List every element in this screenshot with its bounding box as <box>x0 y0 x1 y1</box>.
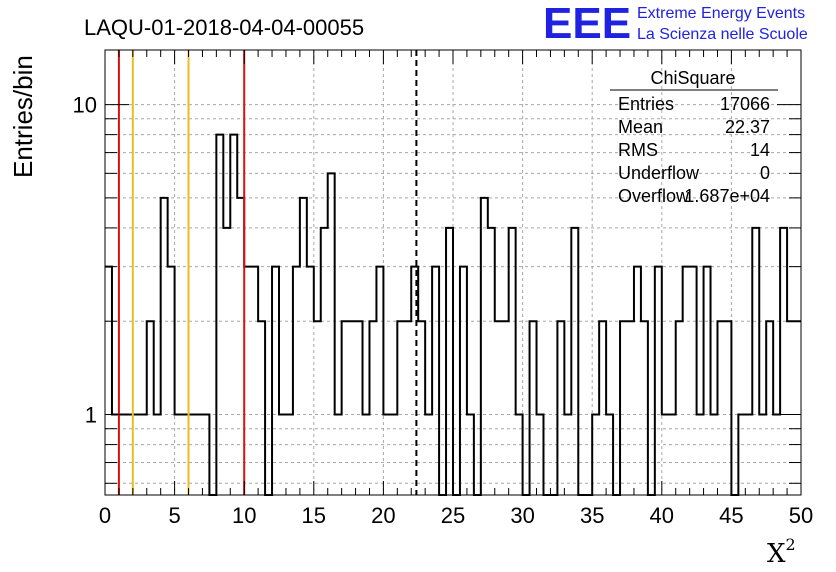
logo-line-2: La Scienza nelle Scuole <box>637 26 808 43</box>
x-axis-label-sup: 2 <box>786 535 796 554</box>
chart-title: LAQU-01-2018-04-04-00055 <box>84 15 364 40</box>
x-tick-label: 45 <box>719 503 743 528</box>
stats-mean-label: Mean <box>618 117 663 137</box>
y-tick-label: 10 <box>73 93 97 118</box>
x-tick-label: 10 <box>232 503 256 528</box>
axis-tick-labels: 0 5 10 15 20 25 30 35 40 45 50 1 10 <box>73 93 814 528</box>
x-tick-label: 20 <box>371 503 395 528</box>
x-tick-label: 35 <box>580 503 604 528</box>
stats-mean-value: 22.37 <box>725 117 770 137</box>
stats-overflow-label: Overflow <box>618 186 690 206</box>
x-tick-label: 0 <box>99 503 111 528</box>
x-tick-label: 5 <box>168 503 180 528</box>
y-axis-label: Entries/bin <box>8 55 38 178</box>
x-axis-label-base: X <box>767 539 786 569</box>
stats-rms-label: RMS <box>618 140 658 160</box>
x-tick-label: 30 <box>510 503 534 528</box>
stats-overflow-value: 1.687e+04 <box>684 186 770 206</box>
stats-box: ChiSquare Entries 17066 Mean 22.37 RMS 1… <box>610 68 778 206</box>
logo-line-1: Extreme Energy Events <box>637 5 805 22</box>
stats-underflow-value: 0 <box>760 163 770 183</box>
eee-logo: EEE Extreme Energy Events La Scienza nel… <box>543 0 808 48</box>
stats-entries-label: Entries <box>618 94 674 114</box>
marker-lines <box>117 50 418 495</box>
axis-ticks <box>104 50 802 495</box>
x-axis-label: X2 <box>767 535 796 569</box>
x-tick-label: 25 <box>441 503 465 528</box>
stats-entries-value: 17066 <box>720 94 770 114</box>
stats-underflow-label: Underflow <box>618 163 700 183</box>
x-tick-label: 40 <box>650 503 674 528</box>
histogram-steps <box>105 133 801 496</box>
y-tick-label: 1 <box>85 403 97 428</box>
histogram-line <box>105 133 801 496</box>
x-tick-label: 50 <box>789 503 813 528</box>
stats-rms-value: 14 <box>750 140 770 160</box>
x-tick-label: 15 <box>302 503 326 528</box>
logo-letters: EEE <box>543 0 631 48</box>
stats-name: ChiSquare <box>650 68 735 88</box>
